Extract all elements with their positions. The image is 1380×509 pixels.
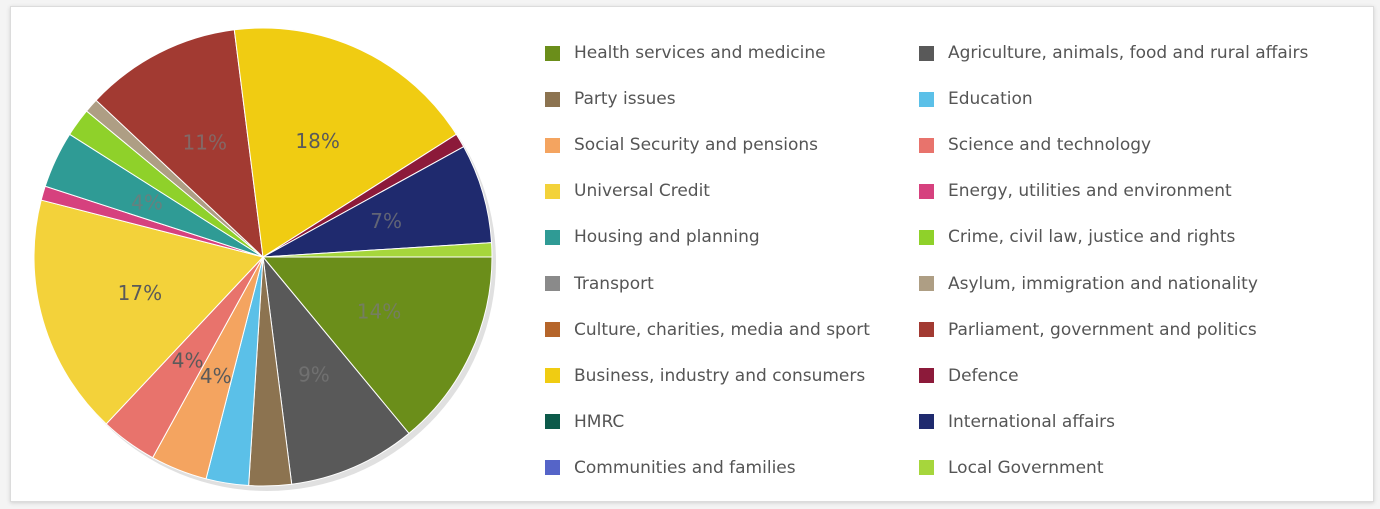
legend-swatch: [545, 276, 560, 292]
legend-label: Health services and medicine: [574, 43, 826, 64]
legend-swatch: [919, 183, 934, 199]
legend-swatch: [919, 460, 934, 476]
chart-legend: Health services and medicine Agriculture,…: [545, 30, 1369, 491]
legend-item: Science and technology: [919, 122, 1369, 168]
legend-label: International affairs: [948, 411, 1116, 432]
legend-item: Communities and families: [545, 445, 919, 491]
legend-swatch: [919, 414, 934, 430]
legend-label: Transport: [574, 273, 654, 294]
legend-label: Party issues: [574, 89, 676, 110]
slice-data-label-8: 4%: [131, 190, 163, 214]
legend-swatch: [919, 91, 934, 107]
slice-data-label-17: 7%: [370, 209, 402, 233]
pie-slice-14[interactable]: [233, 27, 458, 258]
legend-item: Housing and planning: [545, 214, 919, 260]
legend-label: Communities and families: [574, 457, 796, 478]
legend-swatch: [545, 91, 560, 107]
pie-slice-19[interactable]: [262, 242, 493, 258]
legend-item: International affairs: [919, 399, 1369, 445]
pie-slice-13[interactable]: [95, 29, 264, 259]
legend-item: Crime, civil law, justice and rights: [919, 214, 1369, 260]
legend-label: Agriculture, animals, food and rural aff…: [948, 43, 1309, 64]
slice-data-label-5: 4%: [172, 349, 204, 373]
legend-item: Asylum, immigration and nationality: [919, 260, 1369, 306]
legend-swatch: [919, 137, 934, 153]
legend-label: Business, industry and consumers: [574, 365, 866, 386]
legend-swatch: [919, 276, 934, 292]
legend-label: HMRC: [574, 411, 625, 432]
pie-slice-6[interactable]: [33, 199, 264, 425]
legend-swatch: [919, 229, 934, 245]
legend-label: Crime, civil law, justice and rights: [948, 227, 1236, 248]
legend-item: Local Government: [919, 445, 1369, 491]
legend-item: Agriculture, animals, food and rural aff…: [919, 30, 1369, 76]
legend-label: Culture, charities, media and sport: [574, 319, 870, 340]
legend-label: Social Security and pensions: [574, 135, 819, 156]
legend-swatch: [545, 183, 560, 199]
legend-item: Transport: [545, 260, 919, 306]
legend-item: Universal Credit: [545, 168, 919, 214]
legend-item: Parliament, government and politics: [919, 307, 1369, 353]
legend-swatch: [545, 229, 560, 245]
slice-data-label-4: 4%: [200, 364, 232, 388]
slice-data-label-6: 17%: [118, 281, 162, 305]
legend-swatch: [919, 322, 934, 338]
legend-item: Social Security and pensions: [545, 122, 919, 168]
legend-swatch: [545, 414, 560, 430]
pie-slice-0[interactable]: [261, 256, 493, 435]
legend-swatch: [545, 368, 560, 384]
legend-item: Party issues: [545, 76, 919, 122]
legend-item: Defence: [919, 353, 1369, 399]
legend-item: HMRC: [545, 399, 919, 445]
legend-label: Defence: [948, 365, 1019, 386]
pie-slice-1[interactable]: [262, 255, 410, 485]
slice-data-label-1: 9%: [298, 363, 330, 387]
legend-label: Asylum, immigration and nationality: [948, 273, 1258, 294]
legend-label: Parliament, government and politics: [948, 319, 1257, 340]
legend-item: Education: [919, 76, 1369, 122]
legend-swatch: [545, 460, 560, 476]
slice-data-label-13: 11%: [183, 131, 227, 155]
legend-label: Local Government: [948, 457, 1104, 478]
legend-swatch: [545, 137, 560, 153]
legend-label: Science and technology: [948, 135, 1152, 156]
legend-item: Health services and medicine: [545, 30, 919, 76]
legend-label: Education: [948, 89, 1033, 110]
slice-data-label-0: 14%: [357, 300, 401, 324]
pie-chart: 14%9%4%4%17%4%11% 18%7%: [33, 27, 496, 491]
legend-item: Culture, charities, media and sport: [545, 307, 919, 353]
legend-swatch: [919, 368, 934, 384]
legend-swatch: [545, 322, 560, 338]
legend-label: Energy, utilities and environment: [948, 181, 1232, 202]
legend-item: Energy, utilities and environment: [919, 168, 1369, 214]
legend-item: Business, industry and consumers: [545, 353, 919, 399]
legend-swatch: [545, 45, 560, 61]
legend-swatch: [919, 45, 934, 61]
slice-data-label-14: 18%: [295, 129, 339, 153]
legend-label: Housing and planning: [574, 227, 760, 248]
legend-label: Universal Credit: [574, 181, 710, 202]
